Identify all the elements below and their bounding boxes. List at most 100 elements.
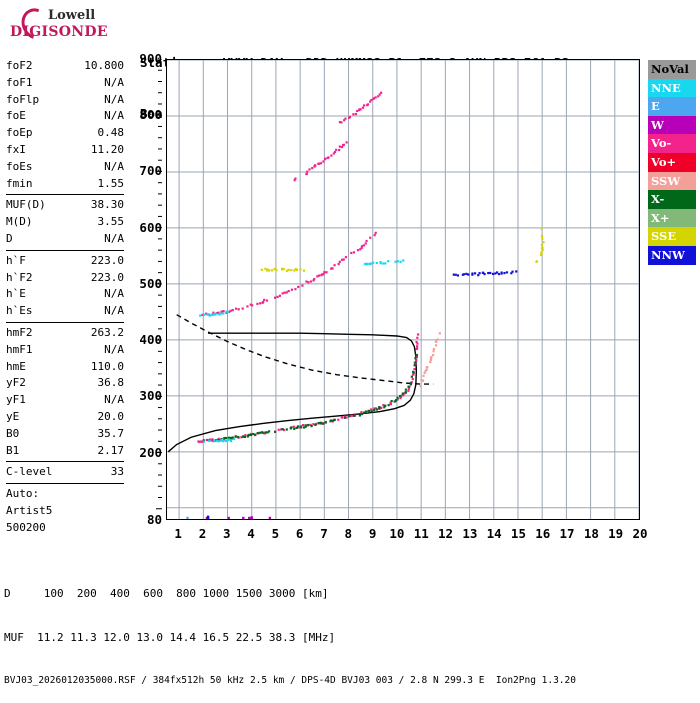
legend-item-vo[interactable]: Vo+ <box>648 152 696 172</box>
x-tick-15: 15 <box>510 526 526 541</box>
legend-item-x[interactable]: X- <box>648 190 696 209</box>
param-row-md: M(D) 3.55 <box>4 214 126 231</box>
param-row-b1: B1 2.17 <box>4 443 126 460</box>
param-value: 110.0 <box>90 359 124 373</box>
x-tick-19: 19 <box>608 526 624 541</box>
param-value: 10.800 <box>84 59 124 72</box>
param-value: N/A <box>104 92 124 106</box>
param-row-hes: h`Es N/A <box>4 303 126 320</box>
y-tick-500: 500 <box>139 275 162 291</box>
param-value: 20.0 <box>97 409 125 423</box>
param-row-fmin: fmin 1.55 <box>4 176 126 193</box>
param-divider <box>6 321 124 323</box>
param-key: foE <box>6 109 26 123</box>
param-row-fxi: fxI 11.20 <box>4 142 126 159</box>
x-tick-8: 8 <box>344 526 353 541</box>
x-tick-10: 10 <box>389 526 405 541</box>
param-value: N/A <box>104 109 124 123</box>
param-value: N/A <box>104 287 124 301</box>
param-value: 2.17 <box>97 443 125 457</box>
param-divider <box>6 461 124 463</box>
param-value: N/A <box>104 393 124 407</box>
legend-item-w[interactable]: W <box>648 115 696 135</box>
param-key: D <box>6 231 13 245</box>
param-row-fof2: foF2 10.800 <box>4 58 126 75</box>
y-tick-900: 900 <box>139 51 162 66</box>
param-row-hme: hmE 110.0 <box>4 359 126 376</box>
param-value: 1.55 <box>97 176 125 190</box>
param-row-he: h`E N/A <box>4 286 126 303</box>
x-tick-20: 20 <box>632 526 648 541</box>
param-value: N/A <box>104 75 124 89</box>
param-key: foF2 <box>6 59 33 72</box>
param-key: MUF(D) <box>6 198 46 212</box>
param-row-foe: foE N/A <box>4 108 126 125</box>
param-key: yF2 <box>6 376 26 390</box>
footer-muf-row: MUF 11.2 11.3 12.0 13.0 14.4 16.5 22.5 3… <box>4 630 336 644</box>
y-tick-80: 80 <box>146 512 162 527</box>
param-row-hf2: h`F2 223.0 <box>4 270 126 287</box>
param-row-ye: yE 20.0 <box>4 409 126 426</box>
param-value: 33 <box>110 465 124 479</box>
param-value: N/A <box>104 342 124 356</box>
param-key: fmin <box>6 176 33 190</box>
param-key: foEp <box>6 126 33 140</box>
x-tick-5: 5 <box>271 526 280 541</box>
param-row-foep: foEp 0.48 <box>4 125 126 142</box>
param-value: 223.0 <box>90 253 124 267</box>
x-tick-17: 17 <box>559 526 575 541</box>
param-value: 35.7 <box>97 426 125 440</box>
param-row-clevel: C-level 33 <box>4 464 126 481</box>
legend-item-e[interactable]: E <box>648 97 696 116</box>
param-value: 223.0 <box>90 270 124 284</box>
y-tick-700: 700 <box>139 163 162 179</box>
ionogram-canvas <box>167 60 639 519</box>
param-row-hmf1: hmF1 N/A <box>4 342 126 359</box>
param-value: 11.20 <box>90 142 124 156</box>
param-row-foes: foEs N/A <box>4 159 126 176</box>
x-tick-6: 6 <box>295 526 304 541</box>
legend-item-sse[interactable]: SSE <box>648 227 696 246</box>
param-key: yE <box>6 409 20 423</box>
logo-digisonde-text: DIGISONDE <box>10 24 108 40</box>
ionogram-plot[interactable] <box>166 59 640 520</box>
param-row-mufd: MUF(D) 38.30 <box>4 197 126 214</box>
param-value: 36.8 <box>97 376 125 390</box>
x-tick-18: 18 <box>583 526 599 541</box>
legend-item-x[interactable]: X+ <box>648 208 696 228</box>
param-row-d: D N/A <box>4 231 126 248</box>
param-key: h`E <box>6 287 26 301</box>
param-value: 0.48 <box>97 126 125 140</box>
x-tick-13: 13 <box>462 526 478 541</box>
legend-item-vo[interactable]: Vo- <box>648 134 696 153</box>
param-key: B1 <box>6 443 20 457</box>
y-tick-200: 200 <box>139 444 162 460</box>
param-key: C-level <box>6 465 53 479</box>
param-key: h`F2 <box>6 270 33 284</box>
x-tick-3: 3 <box>223 526 231 541</box>
x-tick-7: 7 <box>320 526 328 541</box>
param-value: N/A <box>104 231 124 245</box>
ionospheric-parameters-table: foF2 10.800 foF1 N/A foFlp N/A foE N/A foEp 0.48 f… <box>4 58 126 537</box>
param-key: B0 <box>6 426 20 440</box>
param-key: M(D) <box>6 215 33 229</box>
auto-scaler-line: Artist5 <box>6 503 53 517</box>
legend-item-noval[interactable]: NoVal <box>648 60 696 79</box>
footer-file-row: BVJ03_2026012035000.RSF / 384fx512h 50 k… <box>4 675 576 686</box>
legend-item-nne[interactable]: NNE <box>648 78 696 98</box>
x-axis-labels: 1 2 3 4 5 6 7 8 9 10 11 12 13 14 15 16 17 18 19 20 <box>166 526 647 546</box>
footer-info: D 100 200 400 600 800 1000 1500 3000 [km… <box>4 558 576 703</box>
x-tick-11: 11 <box>413 526 429 541</box>
legend-item-nnw[interactable]: NNW <box>648 245 696 265</box>
param-key: foFlp <box>6 92 40 106</box>
y-axis-labels: 80 200 300 400 500 600 700 800 900 <box>126 51 162 527</box>
param-divider <box>6 249 124 251</box>
polarization-direction-legend: NoVal NNE E W Vo- Vo+ SSW X- X+ SSE NNW <box>648 60 696 265</box>
param-key: hmF1 <box>6 342 33 356</box>
param-value: 263.2 <box>90 325 124 339</box>
legend-item-ssw[interactable]: SSW <box>648 171 696 191</box>
param-row-yf2: yF2 36.8 <box>4 375 126 392</box>
param-key: yF1 <box>6 393 26 407</box>
lowell-digisonde-logo: Lowell DIGISONDE <box>8 3 128 48</box>
footer-distance-row: D 100 200 400 600 800 1000 1500 3000 [km… <box>4 587 329 600</box>
